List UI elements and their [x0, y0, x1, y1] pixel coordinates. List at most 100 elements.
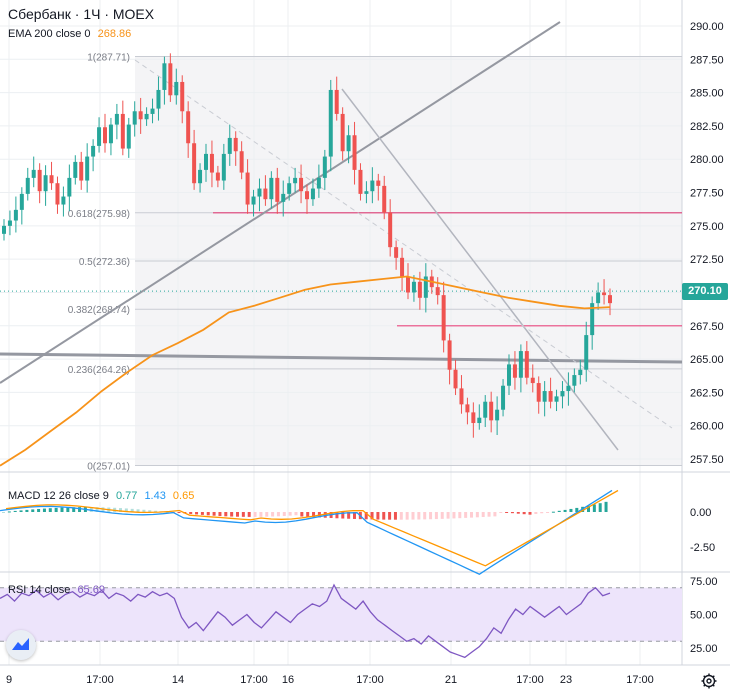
candle-body: [221, 153, 226, 181]
price-tick-label: 267.50: [690, 321, 724, 333]
time-tick-label: 17:00: [86, 674, 114, 686]
candle-body: [560, 391, 565, 397]
candle-body: [263, 188, 268, 200]
macd-histogram-bar: [493, 512, 497, 517]
macd-histogram-bar: [130, 508, 134, 512]
candle-body: [554, 396, 559, 402]
macd-histogram-bar: [154, 510, 158, 512]
macd-histogram-bar: [142, 509, 146, 512]
candle-body: [97, 127, 102, 146]
candle-body: [608, 295, 612, 304]
candle-body: [518, 351, 523, 378]
macd-histogram-bar: [393, 512, 397, 520]
candle-body: [2, 225, 6, 234]
macd-histogram-bar: [516, 512, 520, 514]
candle-body: [417, 281, 422, 298]
rsi-tick-label: 50.00: [690, 610, 718, 622]
candle-body: [180, 81, 185, 112]
candle-body: [37, 169, 42, 192]
gear-icon[interactable]: [700, 672, 718, 690]
candle-body: [13, 209, 18, 221]
candle-body: [364, 191, 369, 194]
time-tick-label: 16: [282, 674, 294, 686]
price-tick-label: 265.00: [690, 354, 724, 366]
price-tick-label: 287.50: [690, 54, 724, 66]
time-tick-label: 17:00: [516, 674, 544, 686]
macd-histogram-bar: [31, 509, 35, 512]
candle-body: [495, 409, 500, 421]
candle-body: [168, 63, 173, 96]
price-tick-label: 280.00: [690, 154, 724, 166]
macd-histogram-bar: [563, 509, 567, 512]
trendline-ascending: [0, 21, 561, 384]
tradingview-logo-icon[interactable]: [6, 630, 36, 660]
macd-histogram-bar: [598, 503, 602, 512]
candle-body: [174, 81, 179, 96]
macd-histogram-bar: [499, 512, 503, 513]
candle-body: [204, 153, 208, 170]
candle-body: [61, 196, 66, 205]
time-tick-label: 9: [6, 674, 12, 686]
candle-body: [489, 401, 494, 421]
price-tick-label: 275.00: [690, 221, 724, 233]
candle-body: [512, 364, 517, 378]
macd-histogram-bar: [551, 511, 555, 513]
macd-histogram-bar: [101, 507, 105, 512]
candle-body: [441, 295, 446, 341]
candle-body: [584, 335, 589, 370]
macd-histogram-bar: [276, 512, 280, 517]
macd-value-3: 0.65: [172, 490, 195, 502]
macd-histogram-bar: [382, 512, 386, 520]
candle-body: [507, 364, 511, 386]
macd-histogram-bar: [212, 512, 216, 516]
candle-body: [233, 137, 238, 152]
fib-level-label: 0.5(272.36): [79, 257, 130, 268]
macd-histogram-bar: [236, 512, 239, 517]
ema-value: 268.86: [97, 28, 132, 40]
candle-body: [132, 111, 137, 125]
macd-histogram-bar: [42, 508, 46, 512]
macd-histogram-bar: [253, 512, 257, 517]
macd-histogram-bar: [452, 512, 456, 519]
macd-histogram-bar: [405, 512, 409, 520]
candle-body: [144, 113, 149, 120]
macd-histogram-bar: [224, 512, 228, 517]
candle-body: [322, 156, 327, 178]
macd-histogram-bar: [294, 512, 298, 516]
candle-body: [67, 177, 72, 197]
candle-body: [215, 172, 220, 181]
macd-histogram-bar: [241, 512, 245, 517]
candle-body: [287, 183, 292, 194]
macd-histogram-bar: [376, 512, 380, 520]
macd-histogram-bar: [423, 512, 427, 520]
candle-body: [394, 247, 399, 258]
macd-histogram-bar: [470, 512, 473, 518]
candle-body: [114, 113, 119, 125]
candle-body: [423, 276, 428, 298]
fib-level-label: 0.382(268.74): [68, 305, 130, 316]
candle-body: [156, 89, 161, 109]
macd-histogram-bar: [54, 507, 58, 512]
macd-histogram-bar: [434, 512, 438, 520]
ema-200-line: [0, 275, 611, 467]
candle-body: [483, 401, 488, 418]
candle-body: [376, 180, 381, 186]
candle-body: [346, 135, 351, 152]
candle-body: [340, 113, 345, 152]
price-tick-label: 260.00: [690, 421, 724, 433]
macd-histogram-bar: [206, 512, 210, 516]
candle-body: [524, 351, 529, 378]
candle-body: [477, 417, 482, 424]
symbol-title: Сбербанк · 1Ч · MOEX: [8, 6, 155, 22]
candle-body: [162, 63, 167, 90]
macd-histogram-bar: [522, 512, 526, 515]
macd-histogram-bar: [2, 512, 5, 513]
macd-signal-line: [5, 489, 619, 567]
price-tick-label: 277.50: [690, 188, 724, 200]
candle-body: [370, 180, 375, 192]
macd-histogram-bar: [510, 512, 514, 514]
candle-body: [138, 111, 143, 120]
macd-histogram-bar: [195, 512, 199, 515]
